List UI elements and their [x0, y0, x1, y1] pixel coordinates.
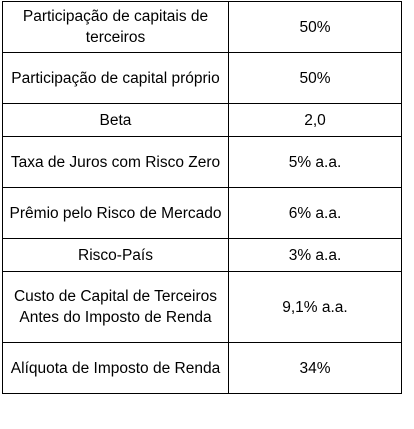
row-label: Participação de capital próprio	[2, 52, 229, 104]
row-value: 2,0	[228, 103, 402, 137]
table-row: Participação de capitais de terceiros 50…	[2, 1, 402, 53]
row-value: 5% a.a.	[228, 136, 402, 188]
row-label: Prêmio pelo Risco de Mercado	[2, 187, 229, 239]
row-value: 3% a.a.	[228, 238, 402, 272]
row-value: 50%	[228, 52, 402, 104]
row-label: Custo de Capital de Terceiros Antes do I…	[2, 271, 229, 343]
row-label: Alíquota de Imposto de Renda	[2, 342, 229, 394]
table-row: Prêmio pelo Risco de Mercado 6% a.a.	[2, 187, 402, 239]
row-value: 9,1% a.a.	[228, 271, 402, 343]
row-label: Taxa de Juros com Risco Zero	[2, 136, 229, 188]
table-row: Taxa de Juros com Risco Zero 5% a.a.	[2, 136, 402, 188]
row-label: Participação de capitais de terceiros	[2, 1, 229, 53]
row-value: 50%	[228, 1, 402, 53]
table-row: Alíquota de Imposto de Renda 34%	[2, 342, 402, 394]
table-row: Risco-País 3% a.a.	[2, 238, 402, 272]
table-row: Custo de Capital de Terceiros Antes do I…	[2, 271, 402, 343]
row-label: Beta	[2, 103, 229, 137]
row-label: Risco-País	[2, 238, 229, 272]
row-value: 6% a.a.	[228, 187, 402, 239]
table-row: Beta 2,0	[2, 103, 402, 137]
parameters-table: Participação de capitais de terceiros 50…	[2, 1, 402, 394]
row-value: 34%	[228, 342, 402, 394]
table-row: Participação de capital próprio 50%	[2, 52, 402, 104]
